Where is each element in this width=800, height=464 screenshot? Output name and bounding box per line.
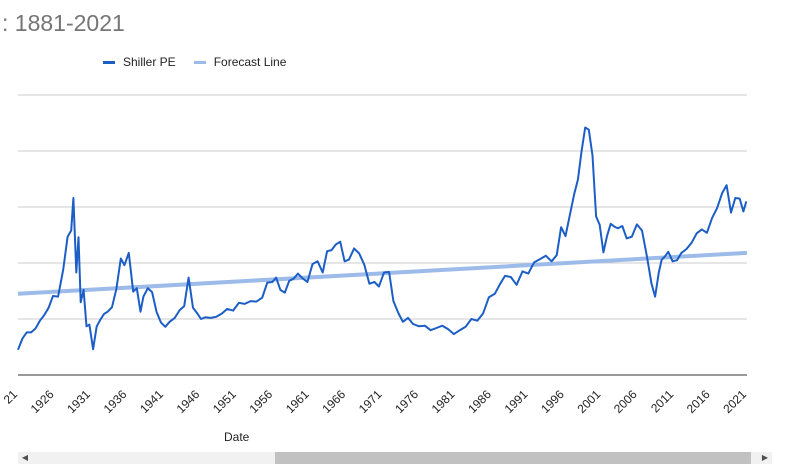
x-tick-label: 2016 [684,387,713,416]
x-tick-label: 1966 [319,387,348,416]
x-tick-label: 1941 [137,387,166,416]
x-tick-label: 1991 [502,387,531,416]
x-tick-label: 2021 [720,387,749,416]
legend-label-shiller-pe: Shiller PE [123,55,176,69]
x-tick-label: 1981 [429,387,458,416]
x-tick-label: 1976 [392,387,421,416]
scroll-left-arrow-icon[interactable]: ◀ [21,453,29,462]
scroll-right-arrow-icon[interactable]: ▶ [761,453,769,462]
legend-item-shiller-pe[interactable]: Shiller PE [103,55,176,69]
horizontal-scrollbar[interactable]: ◀ ▶ [18,452,772,464]
x-tick-label: 1951 [210,387,239,416]
scrollbar-thumb[interactable] [275,452,751,464]
legend-swatch-forecast-line [193,60,206,64]
x-tick-label: 1961 [283,387,312,416]
plot-area: 21 1926 1931 1936 1941 1946 1951 1956 1961 1966 19… [1,94,750,416]
x-tick-label: 21 [1,387,21,407]
x-tick-label: 1936 [101,387,130,416]
series-layer [17,126,748,351]
x-tick-label: 1971 [356,387,385,416]
x-tick-label: 2001 [575,387,604,416]
x-tick-label: 1931 [64,387,93,416]
series-line-shiller-pe [17,126,748,351]
x-axis-ticks: 21 1926 1931 1936 1941 1946 1951 1956 1961 1966 19… [1,387,750,416]
x-tick-label: 1956 [246,387,275,416]
legend: Shiller PE Forecast Line [103,55,304,69]
series-line-forecast [17,250,748,296]
x-tick-label: 1946 [174,387,203,416]
x-axis-title: Date [224,430,250,444]
gridlines [18,94,747,376]
legend-swatch-shiller-pe [103,60,115,64]
chart-title: : 1881-2021 [2,10,125,36]
legend-item-forecast-line[interactable]: Forecast Line [193,55,287,69]
x-tick-label: 2011 [648,387,676,415]
x-tick-label: 1986 [465,387,494,416]
x-tick-label: 1996 [538,387,567,416]
x-tick-label: 1926 [28,387,57,416]
legend-label-forecast-line: Forecast Line [213,55,287,69]
x-tick-label: 2006 [611,387,640,416]
